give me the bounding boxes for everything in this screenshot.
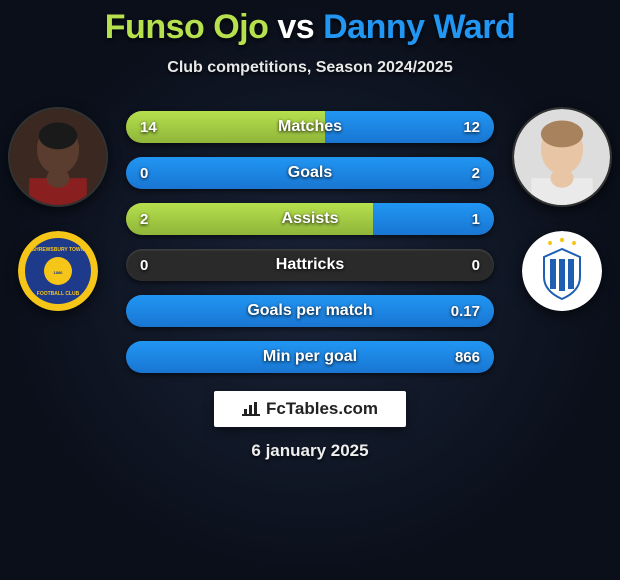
bar-labels: Min per goal 866	[126, 341, 494, 373]
title: Funso Ojo vs Danny Ward	[0, 8, 620, 47]
bar-labels: Goals per match 0.17	[126, 295, 494, 327]
brand-badge[interactable]: FcTables.com	[214, 391, 406, 427]
stat-value-p2: 12	[463, 119, 480, 136]
stat-bar: 0 Goals 2	[126, 157, 494, 189]
bar-labels: 14 Matches 12	[126, 111, 494, 143]
subtitle: Club competitions, Season 2024/2025	[0, 59, 620, 77]
stat-bar: 0 Hattricks 0	[126, 249, 494, 281]
stat-bar: 2 Assists 1	[126, 203, 494, 235]
player2-name: Danny Ward	[323, 8, 515, 46]
player2-club-crest	[522, 231, 602, 311]
vs-label: vs	[277, 8, 314, 46]
footer: FcTables.com 6 january 2025	[0, 391, 620, 461]
stat-value-p2: 866	[455, 349, 480, 366]
stat-bars: 14 Matches 12 0 Goals 2 2 Assists 1 0 Hattricks 0 Go…	[126, 107, 494, 373]
stat-label: Assists	[282, 210, 339, 228]
comparison-card: Funso Ojo vs Danny Ward Club competition…	[0, 0, 620, 461]
stat-bar: Goals per match 0.17	[126, 295, 494, 327]
svg-text:1886: 1886	[54, 270, 64, 275]
stat-value-p2: 2	[472, 165, 480, 182]
player1-name: Funso Ojo	[105, 8, 269, 46]
bar-labels: 0 Goals 2	[126, 157, 494, 189]
stat-value-p1: 2	[140, 211, 148, 228]
stat-value-p1: 0	[140, 257, 148, 274]
stat-value-p2: 1	[472, 211, 480, 228]
bar-labels: 0 Hattricks 0	[126, 249, 494, 281]
right-side	[512, 107, 612, 311]
bar-labels: 2 Assists 1	[126, 203, 494, 235]
svg-text:FOOTBALL CLUB: FOOTBALL CLUB	[37, 291, 80, 297]
stat-label: Matches	[278, 118, 342, 136]
stat-label: Goals	[288, 164, 332, 182]
player2-avatar	[512, 107, 612, 207]
stat-value-p1: 14	[140, 119, 157, 136]
stat-value-p2: 0.17	[451, 303, 480, 320]
svg-text:SHREWSBURY TOWN: SHREWSBURY TOWN	[32, 247, 85, 253]
player1-avatar	[8, 107, 108, 207]
stat-value-p2: 0	[472, 257, 480, 274]
stat-value-p1: 0	[140, 165, 148, 182]
player1-club-crest: SHREWSBURY TOWN FOOTBALL CLUB 1886	[18, 231, 98, 311]
main-row: SHREWSBURY TOWN FOOTBALL CLUB 1886 14 Mat…	[0, 107, 620, 373]
stat-bar: Min per goal 866	[126, 341, 494, 373]
stat-label: Min per goal	[263, 348, 357, 366]
stat-label: Goals per match	[247, 302, 372, 320]
chart-icon	[242, 402, 260, 416]
brand-text: FcTables.com	[266, 399, 378, 419]
left-side: SHREWSBURY TOWN FOOTBALL CLUB 1886	[8, 107, 108, 311]
date-label: 6 january 2025	[251, 441, 368, 461]
stat-bar: 14 Matches 12	[126, 111, 494, 143]
stat-label: Hattricks	[276, 256, 344, 274]
